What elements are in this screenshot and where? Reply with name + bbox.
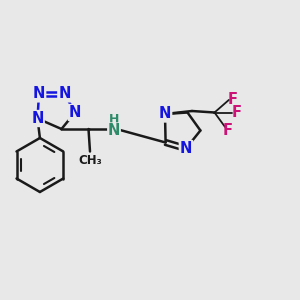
Text: CH₃: CH₃ xyxy=(78,154,102,167)
Text: N: N xyxy=(180,141,192,156)
Text: N: N xyxy=(58,86,71,101)
Text: H: H xyxy=(109,113,119,127)
Text: N: N xyxy=(33,86,45,101)
Text: F: F xyxy=(223,123,233,138)
Text: F: F xyxy=(232,105,242,120)
Text: N: N xyxy=(108,123,120,138)
Text: N: N xyxy=(69,105,81,120)
Text: N: N xyxy=(159,106,171,122)
Text: F: F xyxy=(228,92,238,107)
Text: N: N xyxy=(31,111,44,126)
